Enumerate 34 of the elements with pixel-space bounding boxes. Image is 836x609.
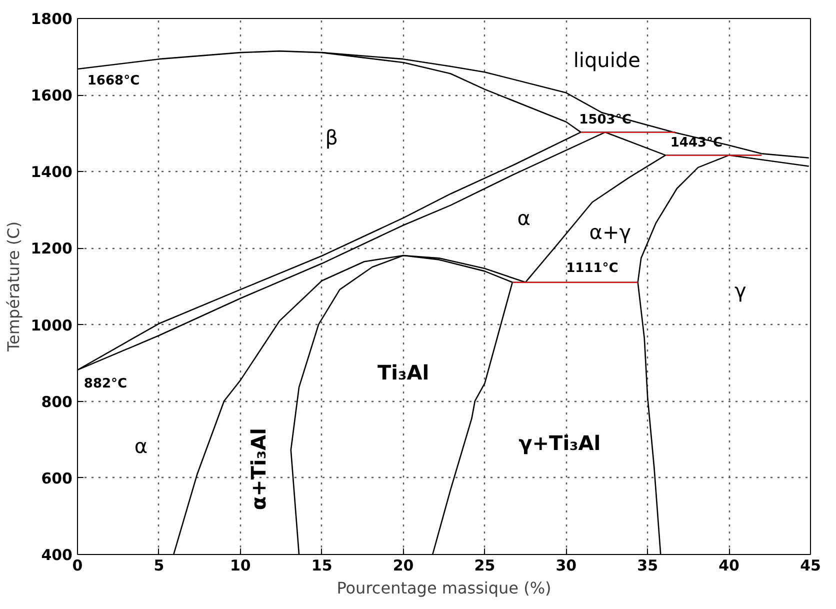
annotation: β	[325, 126, 338, 150]
y-tick-label: 1400	[30, 163, 72, 182]
annotation: 1111°C	[566, 260, 618, 276]
y-tick-label: 1600	[30, 86, 72, 105]
annotation: Ti₃Al	[377, 360, 430, 385]
x-tick-label: 25	[474, 556, 496, 574]
annotation: α+Ti₃Al	[246, 428, 270, 510]
x-tick-label: 0	[72, 556, 83, 574]
annotation: 1668°C	[87, 74, 140, 89]
y-tick-label: 600	[41, 469, 72, 488]
y-tick-label: 1200	[30, 240, 72, 258]
x-tick-label: 30	[556, 556, 577, 574]
x-tick-label: 15	[311, 556, 332, 574]
annotation: 1443°C	[670, 136, 723, 151]
x-tick-label: 45	[800, 556, 821, 574]
annotation: liquide	[573, 48, 640, 72]
y-tick-label: 1800	[30, 10, 72, 28]
annotation: 882°C	[84, 376, 128, 392]
y-axis-title: Température (C)	[4, 221, 23, 353]
x-tick-label: 35	[637, 556, 658, 574]
x-axis-title: Pourcentage massique (%)	[336, 578, 552, 598]
annotation: α	[517, 206, 530, 230]
x-tick-label: 40	[718, 556, 740, 574]
annotation: γ+Ti₃Al	[518, 431, 601, 456]
x-tick-label: 10	[230, 556, 251, 574]
x-tick-label: 5	[154, 556, 164, 574]
annotation: γ	[734, 278, 747, 303]
y-tick-label: 400	[41, 546, 72, 564]
x-tick-label: 20	[392, 556, 414, 574]
annotation: 1503°C	[579, 112, 632, 128]
y-tick-label: 800	[41, 392, 72, 411]
y-tick-label: 1000	[30, 316, 72, 334]
annotation: α	[134, 434, 148, 458]
annotation: α+γ	[589, 220, 632, 244]
